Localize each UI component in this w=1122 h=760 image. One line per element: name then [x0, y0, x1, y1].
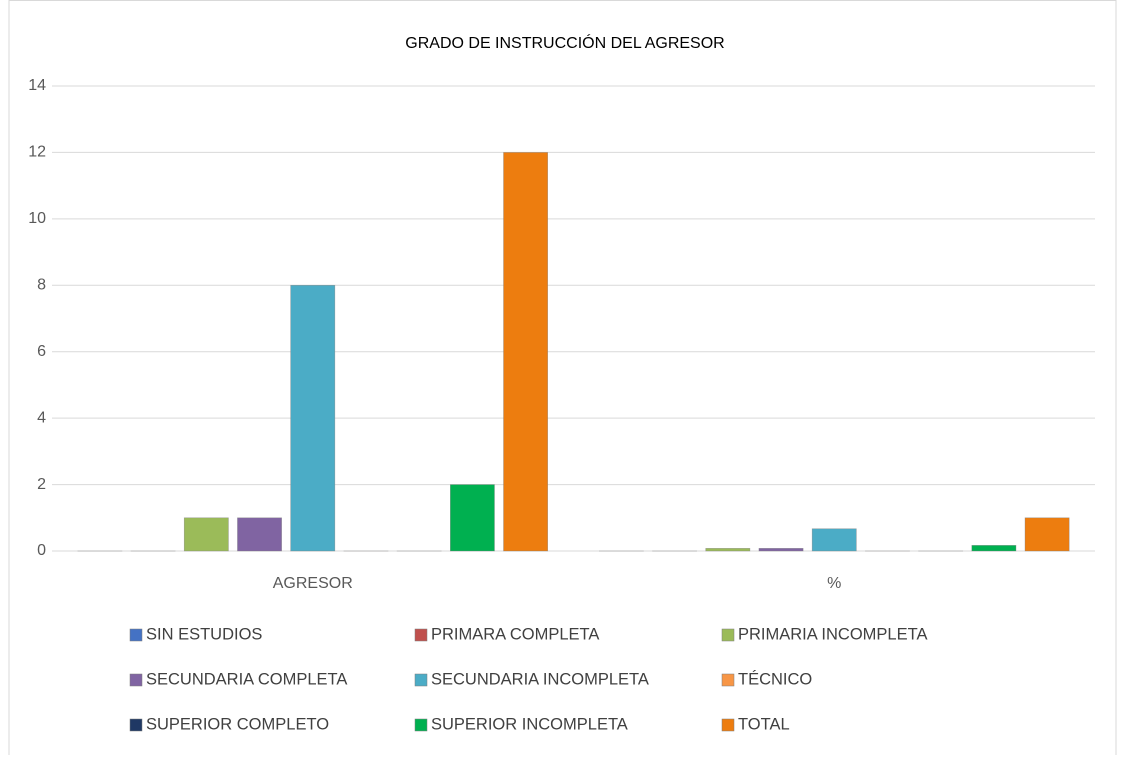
bar [1025, 518, 1069, 551]
bar [237, 518, 281, 551]
legend-swatch [415, 719, 427, 731]
bar [812, 529, 856, 551]
legend-swatch [415, 629, 427, 641]
y-tick-label: 0 [37, 542, 46, 559]
legend-label: SIN ESTUDIOS [146, 625, 262, 643]
legend-swatch [130, 674, 142, 686]
bar [706, 548, 750, 551]
bar [972, 545, 1016, 551]
bar [184, 518, 228, 551]
y-tick-label: 10 [28, 210, 46, 227]
legend-label: PRIMARA COMPLETA [431, 625, 599, 643]
y-tick-label: 8 [37, 277, 46, 294]
legend-label: SUPERIOR INCOMPLETA [431, 715, 628, 733]
legend-swatch [130, 719, 142, 731]
legend-swatch [415, 674, 427, 686]
legend-label: TOTAL [738, 715, 790, 733]
x-tick-label: AGRESOR [273, 575, 353, 592]
bar [504, 152, 548, 551]
bar [291, 285, 335, 551]
y-tick-label: 6 [37, 343, 46, 360]
legend-label: SECUNDARIA INCOMPLETA [431, 670, 649, 688]
legend-swatch [722, 719, 734, 731]
legend-label: PRIMARIA INCOMPLETA [738, 625, 927, 643]
legend-swatch [722, 629, 734, 641]
bar [759, 548, 803, 551]
legend-swatch [130, 629, 142, 641]
y-tick-label: 12 [28, 144, 46, 161]
chart-title: GRADO DE INSTRUCCIÓN DEL AGRESOR [405, 33, 724, 52]
bar [450, 485, 494, 551]
legend-label: TÉCNICO [738, 669, 812, 688]
y-tick-label: 4 [37, 409, 46, 426]
legend-label: SECUNDARIA COMPLETA [146, 670, 347, 688]
y-tick-label: 2 [37, 476, 46, 493]
legend-label: SUPERIOR COMPLETO [146, 715, 329, 733]
y-tick-label: 14 [28, 77, 46, 94]
x-tick-label: % [827, 575, 841, 592]
legend-swatch [722, 674, 734, 686]
